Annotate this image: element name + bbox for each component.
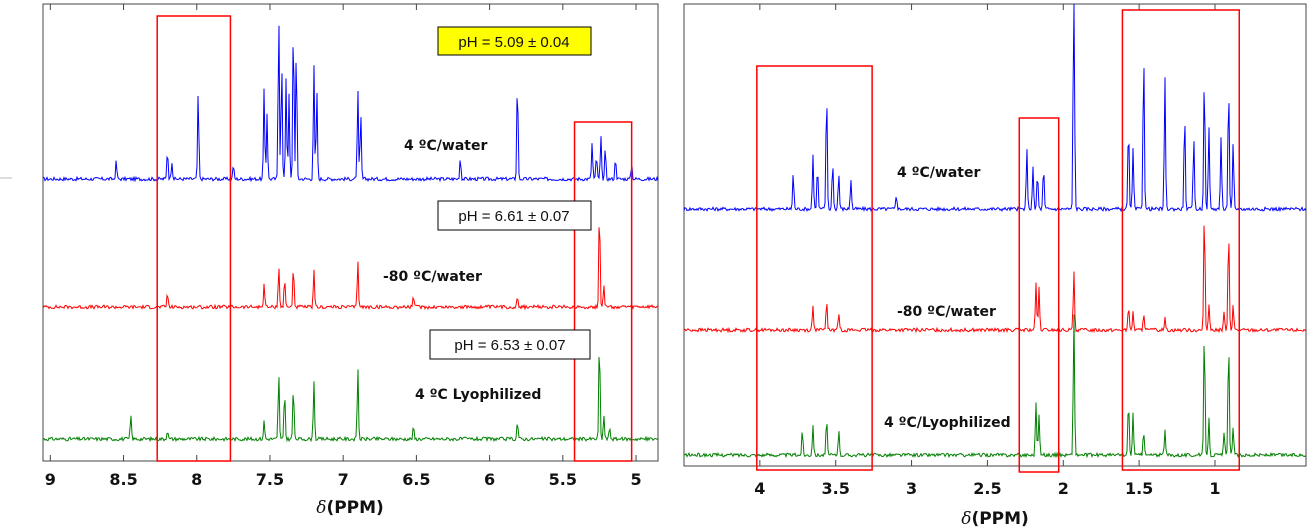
x-tick-label: 1.5 <box>1125 479 1153 498</box>
right-highlight-regions <box>756 9 1240 473</box>
spectrum-trace <box>683 314 1307 459</box>
highlight-region <box>156 15 232 462</box>
highlight-region <box>756 65 873 471</box>
right-label-4c-water: 4 ºC/water <box>897 165 980 181</box>
right-x-ticks: 4 3.5 3 2.5 2 1.5 1 <box>754 4 1221 498</box>
left-spectrum-panel: 9 8.5 8 7.5 7 6.5 6 5.5 5 δ(PPM) 4 ºC/water -80 … <box>42 3 659 518</box>
ph-box-3 <box>429 329 591 360</box>
x-tick-label: 3 <box>906 479 917 498</box>
x-tick-label: 5 <box>630 470 641 489</box>
right-label-minus80-water: -80 ºC/water <box>897 304 996 320</box>
right-x-axis-title: δ(PPM) <box>961 509 1029 529</box>
x-tick-label: 8.5 <box>109 470 137 489</box>
highlight-region <box>1018 117 1060 473</box>
spectrum-trace <box>42 227 659 311</box>
highlight-region <box>573 121 633 462</box>
ph-label-3: pH = 6.53 ± 0.07 <box>454 337 565 354</box>
x-tick-label: 2 <box>1058 479 1069 498</box>
spectrum-trace <box>42 356 659 443</box>
spectrum-trace <box>683 3 1307 213</box>
highlight-region <box>1121 9 1240 471</box>
ph-box-1 <box>437 26 592 56</box>
ph-label-2: pH = 6.61 ± 0.07 <box>458 208 569 225</box>
x-tick-label: 8 <box>191 470 202 489</box>
x-tick-label: 4 <box>754 479 765 498</box>
spectrum-trace <box>42 25 659 183</box>
left-label-minus80-water: -80 ºC/water <box>383 269 482 285</box>
right-traces <box>683 3 1307 459</box>
left-plot-frame <box>42 3 659 462</box>
left-label-4c-lyophilized: 4 ºC Lyophilized <box>415 387 541 403</box>
ph-label-1: pH = 5.09 ± 0.04 <box>458 34 569 51</box>
left-traces <box>42 25 659 443</box>
left-x-axis-title: δ(PPM) <box>316 498 384 518</box>
x-tick-label: 6.5 <box>402 470 430 489</box>
ph-box-2 <box>437 200 592 231</box>
x-tick-label: 6 <box>484 470 495 489</box>
x-tick-label: 2.5 <box>973 479 1001 498</box>
left-x-ticks: 9 8.5 8 7.5 7 6.5 6 5.5 5 <box>45 4 642 489</box>
x-tick-label: 1 <box>1209 479 1220 498</box>
x-tick-label: 7 <box>338 470 349 489</box>
right-label-4c-lyophilized: 4 ºC/Lyophilized <box>884 415 1011 431</box>
left-highlight-regions <box>156 15 633 462</box>
left-label-4c-water: 4 ºC/water <box>404 138 487 154</box>
spectrum-trace <box>683 225 1307 334</box>
right-spectrum-panel: 4 3.5 3 2.5 2 1.5 1 δ(PPM) 4 ºC/water -80 ºC/w… <box>683 3 1307 529</box>
right-plot-frame <box>683 3 1307 467</box>
x-tick-label: 9 <box>45 470 56 489</box>
x-tick-label: 5.5 <box>549 470 577 489</box>
x-tick-label: 7.5 <box>256 470 284 489</box>
x-tick-label: 3.5 <box>822 479 850 498</box>
